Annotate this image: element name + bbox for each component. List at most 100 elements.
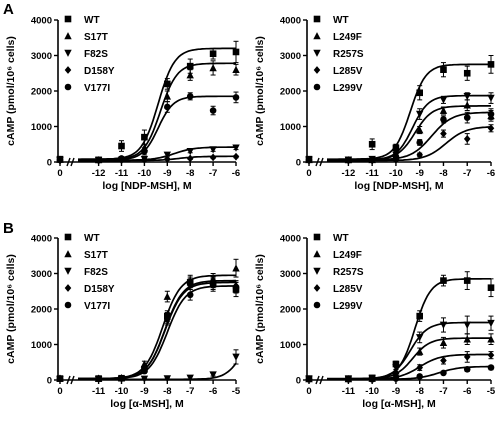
data-point [232,94,240,101]
legend-marker [313,15,321,23]
axis-break-mark [315,375,320,385]
y-tick-label: 1000 [31,122,52,133]
y-tick-label: 0 [296,376,301,387]
x-tick-label: -12 [342,168,356,179]
data-point [118,155,125,162]
x-tick-label: -10 [115,386,129,397]
data-point [368,375,376,383]
y-tick-label: 1000 [31,340,52,351]
legend-marker [313,301,321,309]
data-point [439,96,448,104]
data-point [209,107,217,114]
legend-marker [64,301,72,309]
y-axis-title: cAMP (pmol/10⁶ cells) [5,36,17,146]
x-tick-label: -6 [209,386,217,397]
x-tick-label: -11 [366,168,380,179]
y-axis-title: cAMP (pmol/10⁶ cells) [254,254,266,364]
data-point [439,321,448,329]
axis-break-mark [70,157,75,167]
data-point [232,353,240,361]
data-point [416,89,423,97]
x-tick-label: 0 [57,168,62,179]
data-point [345,156,352,164]
data-point [440,129,447,138]
y-tick-label: 4000 [280,234,301,245]
data-point [95,156,102,164]
legend-label: F82S [84,49,108,60]
x-tick-label: -11 [115,168,129,179]
data-point [56,156,64,164]
legend-label: V177I [84,83,110,94]
data-point [232,284,240,292]
data-point [463,277,471,284]
legend-marker [313,250,321,258]
data-point [487,94,495,102]
data-point [487,61,495,68]
x-tick-label: -11 [92,386,106,397]
legend-label: S17T [84,32,108,43]
x-tick-label: -8 [163,386,171,397]
data-point [305,375,313,383]
data-point [463,101,471,109]
data-point [487,124,495,133]
x-tick-label: -7 [209,168,217,179]
data-point [463,366,471,373]
legend-marker [64,15,72,23]
data-point [392,144,400,152]
x-tick-label: -12 [92,168,106,179]
data-point [439,338,448,347]
data-point [415,347,424,355]
chart-panel-2: 0 1000 2000 3000 4000 0 -12 -11 -10 -9 -8 -7 -6 log [… [254,15,495,192]
y-tick-label: 2000 [31,87,52,98]
data-point [232,144,240,152]
legend-marker [64,233,72,241]
y-tick-label: 3000 [31,269,52,280]
panel-label-a: A [3,1,14,18]
data-point [392,153,400,160]
data-point [232,152,240,161]
data-point [487,284,495,291]
data-point [345,375,352,383]
legend-marker [64,66,72,74]
legend-marker [64,83,72,91]
legend-marker [313,83,321,91]
x-tick-label: -9 [140,386,148,397]
data-point [415,126,424,134]
x-tick-label: -5 [232,386,241,397]
data-point [209,64,217,72]
fit-curve [78,285,236,380]
data-point [141,148,148,155]
data-point [163,375,172,383]
legend-marker [313,267,321,275]
data-point [186,71,194,79]
data-point [164,103,171,111]
legend-label: D158Y [84,66,115,77]
legend-label: WT [84,233,100,244]
data-point [186,374,194,382]
data-point [186,291,194,299]
series-l299v [305,364,495,383]
panel-label-b: B [3,220,14,237]
data-point [141,155,148,164]
x-tick-label: -7 [439,386,447,397]
legend-label: V177I [84,301,110,312]
y-tick-label: 2000 [280,305,301,316]
legend-marker [64,32,72,40]
legend-label: L285V [333,66,363,77]
x-tick-label: -5 [487,386,496,397]
fit-curve [327,365,491,381]
data-point [305,156,313,164]
y-tick-label: 3000 [280,269,301,280]
x-tick-label: -11 [342,386,356,397]
data-point [416,363,423,372]
data-point [118,142,125,150]
x-tick-label: -9 [392,386,400,397]
data-point [439,106,448,114]
data-point [440,369,447,377]
data-point [463,69,471,77]
legend-label: L299V [333,83,363,94]
y-tick-label: 1000 [280,340,301,351]
data-point [141,367,148,375]
axis-break-mark [66,375,71,385]
